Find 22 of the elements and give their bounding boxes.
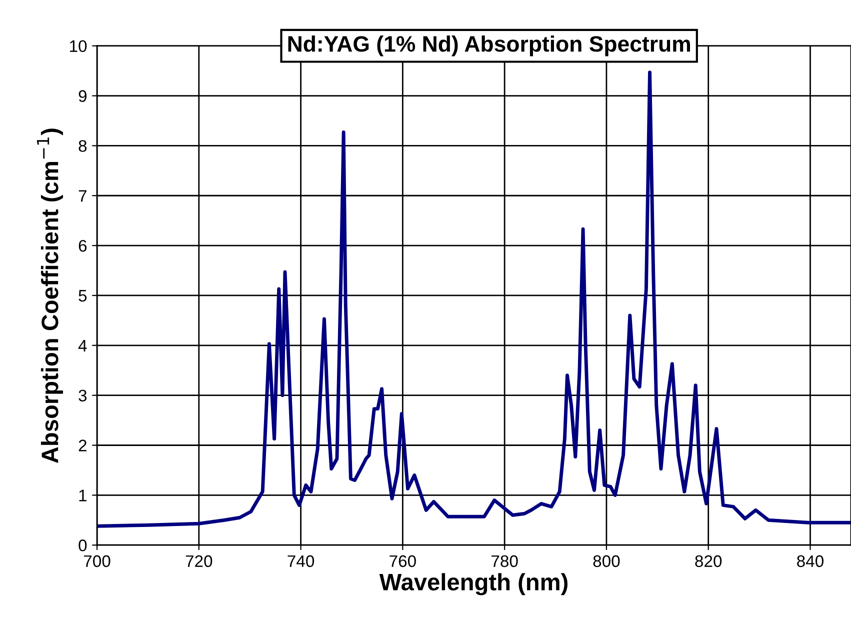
y-tick-label: 9 [78, 90, 87, 102]
x-tick-label: 780 [492, 555, 518, 568]
y-tick-label: 6 [78, 240, 87, 252]
chart-title: Nd:YAG (1% Nd) Absorption Spectrum [288, 35, 690, 56]
x-tick-label: 800 [593, 555, 620, 568]
y-tick-label: 2 [78, 440, 86, 452]
y-tick-label: 3 [78, 390, 87, 402]
x-tick-label: 820 [695, 555, 722, 568]
y-tick-label: 4 [78, 340, 87, 352]
x-tick-label: 720 [186, 555, 212, 568]
y-tick-label: 0 [78, 540, 87, 552]
x-tick-label: 740 [288, 555, 314, 568]
y-tick-label: 10 [70, 40, 87, 52]
x-axis-title: Wavelength (nm) [379, 573, 568, 596]
x-tick-label: 700 [84, 555, 110, 568]
x-tick-label: 760 [390, 555, 416, 568]
y-tick-label: 8 [78, 140, 87, 152]
y-axis-title: Absorption Coefficient (cm$^{−1}$) [36, 128, 63, 463]
y-tick-label: 1 [79, 490, 86, 502]
y-tick-label: 5 [78, 290, 87, 302]
y-tick-label: 7 [78, 190, 86, 202]
x-tick-label: 840 [797, 555, 824, 568]
